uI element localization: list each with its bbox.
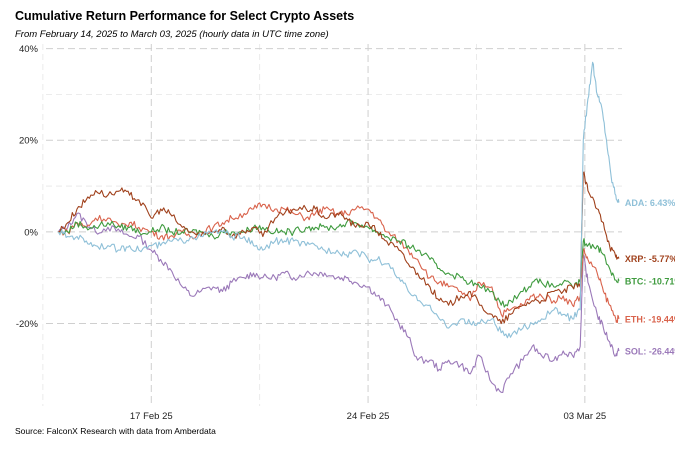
source-note: Source: FalconX Research with data from …: [15, 426, 216, 436]
y-axis-ticks: -20% 0% 20% 40%: [16, 44, 39, 330]
series-line-xrp: [58, 171, 620, 325]
series-lines: [57, 61, 620, 393]
x-tick-label: 03 Mar 25: [563, 411, 606, 422]
end-label-ada: ADA: 6.43%: [625, 198, 675, 208]
end-label-sol: SOL: -26.44%: [625, 347, 675, 357]
x-axis-ticks: 17 Feb 25 24 Feb 25 03 Mar 25: [130, 411, 606, 422]
end-label-eth: ETH: -19.44%: [625, 314, 675, 324]
end-label-btc: BTC: -10.71%: [625, 276, 675, 286]
x-tick-label: 17 Feb 25: [130, 411, 173, 422]
y-tick-label: 20%: [19, 136, 39, 147]
end-label-xrp: XRP: -5.77%: [625, 254, 675, 264]
grid-lines: [42, 44, 622, 406]
series-end-labels: SOL: -26.44% ETH: -19.44% BTC: -10.71% XRP:…: [625, 198, 675, 356]
chart-subtitle: From February 14, 2025 to March 03, 2025…: [15, 29, 329, 40]
series-line-ada: [57, 61, 620, 339]
series-line-btc: [58, 218, 620, 308]
chart-title: Cumulative Return Performance for Select…: [15, 9, 355, 23]
series-line-eth: [58, 202, 620, 324]
y-tick-label: 0%: [24, 227, 38, 238]
series-line-sol: [57, 212, 620, 393]
y-tick-label: -20%: [16, 319, 39, 330]
x-tick-label: 24 Feb 25: [347, 411, 390, 422]
y-tick-label: 40%: [19, 44, 39, 55]
